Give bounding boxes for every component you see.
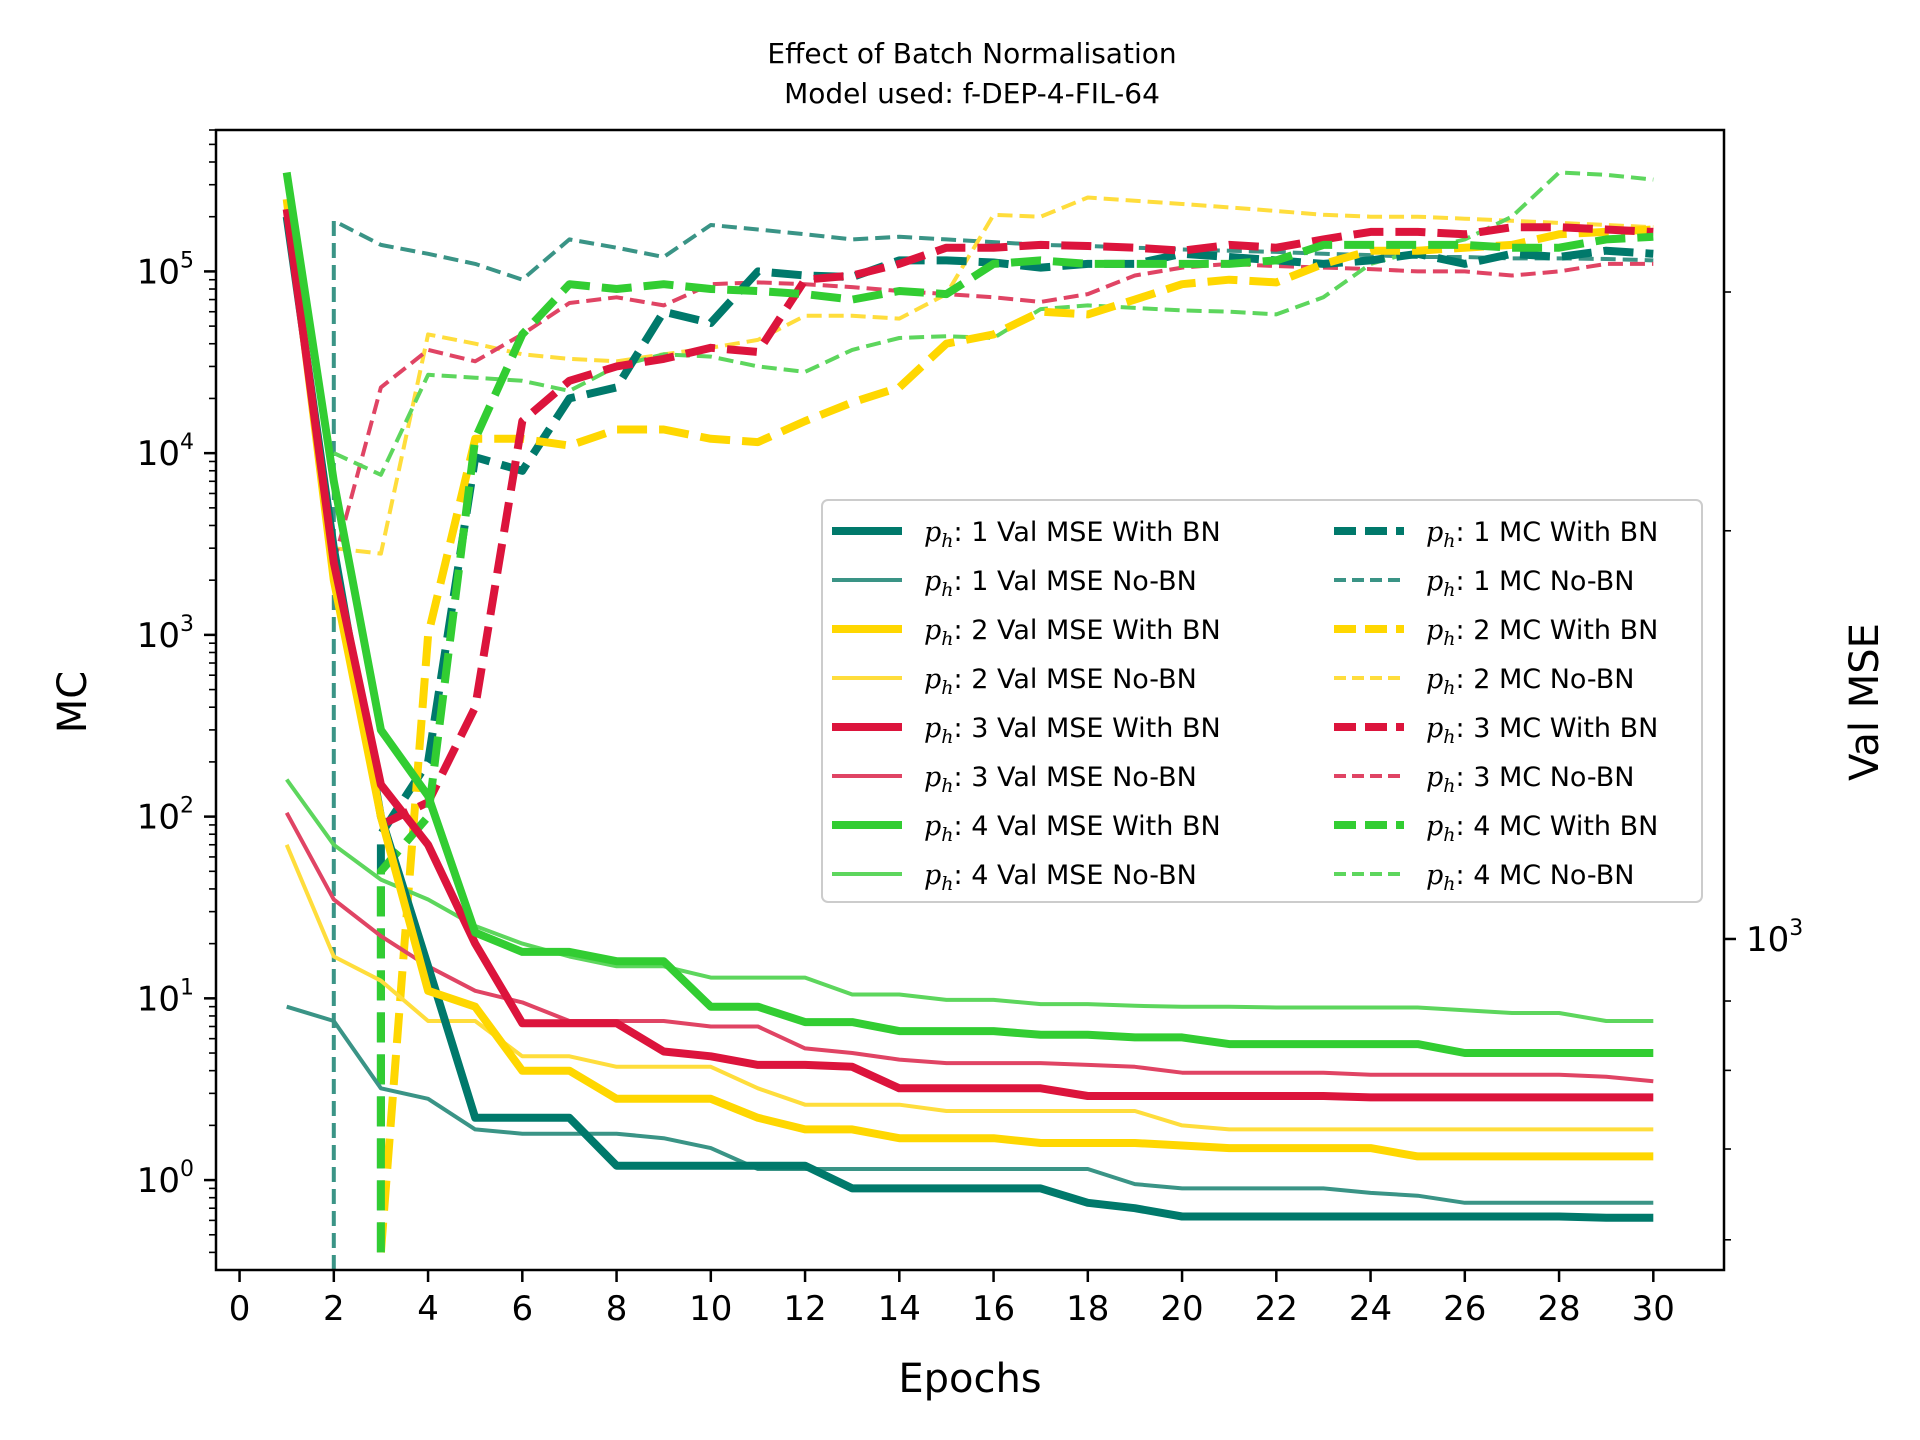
legend-entry-label: ph: 2 Val MSE No-BN [924,664,1197,699]
y-axis-right-label: Val MSE [1842,623,1888,781]
x-tick-label: 4 [417,1289,439,1329]
y-left-tick-label: 101 [137,975,194,1019]
x-tick-label: 30 [1632,1289,1675,1329]
series-line-3-val-mse-no-bn [284,811,1654,1084]
y-left-tick-label: 103 [137,612,194,656]
y-axis-left: 100 101 102 103 104 105 [137,129,216,1254]
x-tick-label: 18 [1066,1289,1109,1329]
x-tick-label: 28 [1537,1289,1580,1329]
x-tick-label: 16 [972,1289,1015,1329]
legend-entry-label: ph: 2 MC With BN [1426,615,1658,650]
legend-entry-label: ph: 3 MC With BN [1426,713,1658,748]
legend-entry-label: ph: 4 MC With BN [1426,811,1658,846]
y-axis-right: 103 [1724,291,1803,1241]
series-line-2-val-mse-no-bn [284,844,1654,1132]
legend-entry-label: ph: 1 Val MSE No-BN [924,566,1197,601]
series-line-1-val-mse-with-bn [282,216,1654,1222]
series-line-4-val-mse-no-bn [285,778,1654,1023]
series-line-3-mc-no-bn [331,261,1654,564]
chart-title: Effect of Batch Normalisation [767,37,1176,70]
y-right-tick-label: 103 [1746,916,1803,960]
x-tick-label: 8 [606,1289,628,1329]
legend-entry-label: ph: 4 Val MSE No-BN [924,860,1197,895]
legend-entry-label: ph: 4 MC No-BN [1426,860,1634,895]
series-line-2-mc-no-bn [333,195,1654,556]
series-line-3-val-mse-with-bn [282,208,1654,1102]
legend-entry-label: ph: 1 MC No-BN [1426,566,1634,601]
y-axis-left-label: MC [50,671,96,733]
chart-subtitle: Model used: f-DEP-4-FIL-64 [784,77,1160,110]
series-line-4-mc-no-bn [332,170,1654,477]
legend-box [821,499,1703,903]
series-line-2-val-mse-with-bn [282,198,1654,1161]
x-tick-label: 6 [511,1289,533,1329]
x-axis-label: Epochs [898,1356,1041,1402]
x-tick-label: 10 [689,1289,732,1329]
series-line-4-val-mse-with-bn [282,171,1654,1057]
series-layer [282,170,1654,1270]
x-axis: 0 2 4 6 8 10 12 14 16 18 20 22 24 26 28 30 [229,1270,1675,1329]
x-tick-label: 26 [1443,1289,1486,1329]
legend-entry-label: ph: 1 Val MSE With BN [924,517,1221,552]
legend-entry-label: ph: 3 Val MSE No-BN [924,762,1197,797]
series-line-3-mc-with-bn [379,223,1654,829]
series-line-2-mc-with-bn [376,225,1654,1253]
x-tick-label: 12 [783,1289,826,1329]
x-tick-label: 20 [1160,1289,1203,1329]
x-tick-label: 22 [1255,1289,1298,1329]
y-left-tick-label: 100 [137,1157,194,1201]
y-left-tick-label: 104 [137,430,194,474]
y-left-tick-label: 105 [137,248,194,292]
legend-entry-label: ph: 2 Val MSE With BN [924,615,1221,650]
x-tick-label: 14 [878,1289,921,1329]
x-tick-label: 2 [323,1289,345,1329]
x-tick-label: 0 [229,1289,251,1329]
legend-entry-label: ph: 1 MC With BN [1426,517,1658,552]
series-line-4-mc-with-bn [376,232,1654,1253]
legend-entry-label: ph: 4 Val MSE With BN [924,811,1221,846]
plot-frame [214,128,1726,1272]
legend: ph: 1 Val MSE With BN ph: 1 Val MSE No-BN… [821,499,1703,903]
legend-entry-label: ph: 3 Val MSE With BN [924,713,1221,748]
series-line-1-val-mse-no-bn [286,1004,1654,1205]
legend-entry-label: ph: 2 MC No-BN [1426,664,1634,699]
x-tick-label: 24 [1349,1289,1392,1329]
legend-entry-label: ph: 3 MC No-BN [1426,762,1634,797]
y-left-tick-label: 102 [137,794,194,838]
